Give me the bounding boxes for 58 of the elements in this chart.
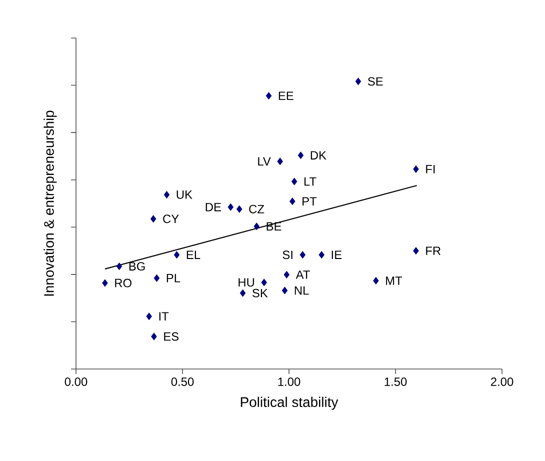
annotation: MT [386, 276, 402, 285]
x-tick-label: 1.50 [384, 378, 407, 386]
point [277, 158, 283, 166]
point [228, 203, 234, 211]
annotation: EE [278, 92, 294, 100]
point [266, 92, 272, 100]
annotation: LT [304, 177, 316, 186]
annotation: FI [426, 165, 435, 174]
annotation: PL [166, 274, 180, 282]
annotation: PT [302, 197, 317, 206]
x-tick-label: 2.00 [490, 378, 514, 386]
point [164, 190, 170, 199]
point [146, 312, 152, 320]
annotation: CY [163, 214, 179, 224]
annotation: NL [294, 286, 309, 295]
point [240, 289, 246, 297]
point [318, 251, 324, 259]
annotation: SK [252, 288, 268, 298]
x-tick-label: 1.00 [278, 378, 300, 386]
point [355, 78, 362, 86]
annotation: SI [282, 250, 292, 260]
annotation: HU [238, 278, 254, 287]
point [290, 198, 296, 206]
point [373, 276, 379, 284]
annotation: UK [176, 190, 192, 199]
point [102, 279, 108, 287]
point [284, 270, 290, 278]
point [261, 278, 267, 286]
point [116, 262, 122, 270]
point [236, 205, 242, 213]
annotation: LV [258, 157, 271, 166]
point [154, 274, 160, 282]
y-axis-title: Innovation & entrepreneurship [44, 110, 57, 296]
point [291, 178, 298, 186]
x-axis-title: Political stability [240, 396, 338, 410]
x-tick-label: 0.00 [64, 378, 88, 386]
point [254, 222, 260, 230]
annotation: SE [368, 77, 383, 86]
point [150, 215, 156, 223]
annotation: FR [426, 246, 440, 255]
point [300, 251, 306, 259]
annotation: EL [186, 250, 200, 259]
point [413, 247, 419, 255]
annotation: DE [206, 202, 221, 212]
annotation: DK [310, 151, 326, 160]
annotation: AT [296, 270, 310, 279]
annotation: BG [129, 262, 145, 271]
x-tick-label: 0.50 [171, 378, 194, 386]
point [151, 332, 157, 340]
annotation: CZ [249, 204, 264, 214]
annotation: IT [159, 312, 169, 320]
point [413, 165, 419, 173]
annotation: IE [332, 250, 342, 259]
point [174, 251, 180, 259]
annotation: RO [115, 278, 132, 288]
point [298, 152, 304, 160]
annotation: ES [164, 332, 179, 341]
point [282, 286, 288, 294]
